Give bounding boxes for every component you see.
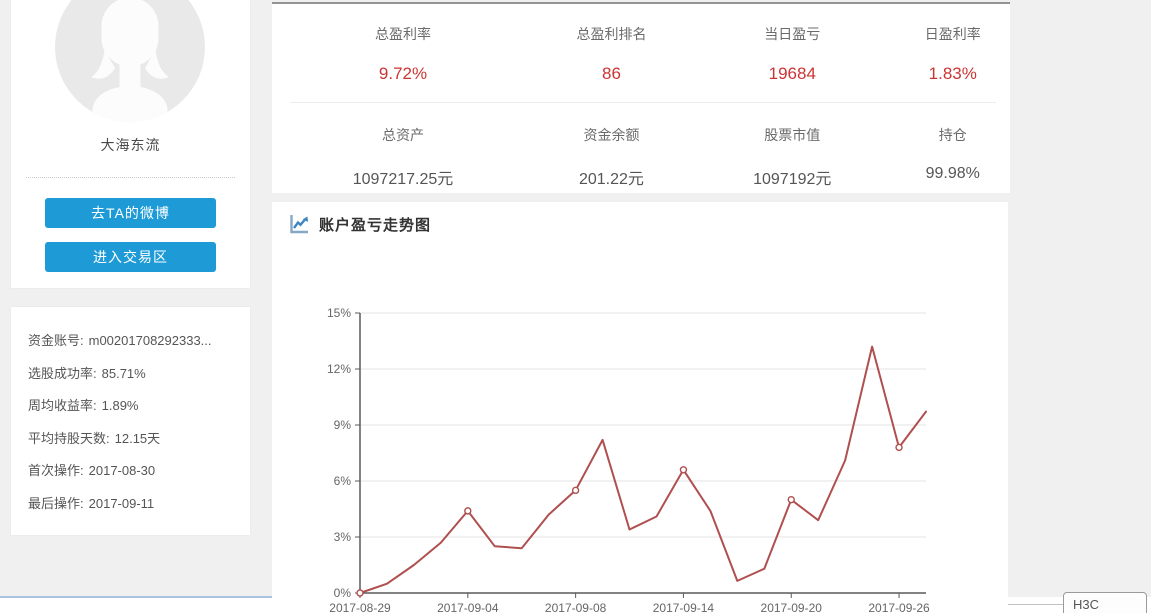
stats-row-bottom: 总资产 1097217.25元 资金余额 201.22元 股票市值 1097192元 持仓 9… [272, 125, 1010, 189]
stats-row-top: 总盈利率 9.72% 总盈利排名 86 当日盈亏 19684 日盈利率 1.83% [272, 24, 1010, 84]
stat-总盈利排名: 总盈利排名 86 [534, 24, 689, 84]
stat-value: 1097192元 [753, 171, 832, 188]
stat-label: 日盈利率 [924, 26, 981, 42]
stat-value: 19684 [768, 64, 816, 83]
bottom-edge-line [0, 596, 371, 598]
profile-card: 大海东流 去TA的微博 进入交易区 [11, 0, 250, 288]
info-row-0: 资金账号: m00201708292333... [28, 325, 250, 358]
profit-trend-panel: 0% 3% 6% 9% 12% 15% 2017-08-29 2017-09-04 2017-0… [272, 202, 1008, 613]
info-row-2: 周均收益率: 1.89% [28, 390, 250, 423]
stat-value: 1097217.25元 [352, 171, 454, 188]
stat-总盈利率: 总盈利率 9.72% [272, 24, 534, 84]
x-tick-label: 2017-09-08 [545, 601, 607, 613]
stat-label: 股票市值 [764, 127, 821, 143]
stat-value: 99.98% [925, 165, 980, 182]
data-point-marker [356, 589, 364, 597]
x-tick-label: 2017-09-04 [437, 601, 499, 613]
data-point-marker [787, 495, 795, 504]
divider [26, 177, 235, 178]
info-value: 12.15天 [114, 430, 161, 446]
stat-label: 总盈利排名 [576, 26, 647, 42]
stats-panel: 总盈利率 9.72% 总盈利排名 86 当日盈亏 19684 日盈利率 1.83% 总资产 10… [272, 2, 1010, 193]
info-label: 资金账号: [28, 333, 84, 348]
account-info-card: 资金账号: m00201708292333... 选股成功率: 85.71% 周均收益率… [11, 307, 250, 535]
stat-持仓: 持仓 99.98% [896, 125, 1010, 189]
info-value: m00201708292333... [88, 333, 212, 348]
x-tick-label: 2017-09-20 [761, 601, 823, 613]
stat-value: 201.22元 [578, 171, 644, 188]
stats-divider [290, 102, 996, 103]
y-tick-label: 3% [334, 530, 352, 544]
data-point-marker [895, 443, 903, 452]
y-tick-label: 12% [327, 362, 351, 376]
overlay-line [1008, 604, 1063, 605]
stat-value: 9.72% [378, 64, 428, 83]
info-value: 2017-08-30 [88, 463, 156, 478]
trend-chart-icon [290, 215, 308, 234]
h3c-overlay: H3C [1063, 592, 1147, 613]
stat-label: 总资产 [381, 127, 424, 143]
info-label: 周均收益率: [28, 398, 97, 413]
profit-trend-chart: 0% 3% 6% 9% 12% 15% 2017-08-29 2017-09-04 2017-0… [272, 202, 1008, 613]
stat-总资产: 总资产 1097217.25元 [272, 125, 534, 189]
enter-trading-zone-button[interactable]: 进入交易区 [45, 242, 216, 272]
username: 大海东流 [100, 137, 161, 153]
info-label: 平均持股天数: [28, 430, 110, 446]
chart-title: 账户盈亏走势图 [319, 216, 432, 234]
info-label: 选股成功率: [28, 365, 97, 381]
data-point-marker [679, 466, 688, 474]
info-label: 最后操作: [28, 495, 84, 511]
stat-label: 资金余额 [583, 127, 640, 143]
y-tick-label: 6% [334, 474, 352, 488]
avatar [55, 0, 205, 122]
x-tick-label: 2017-09-26 [868, 601, 930, 613]
stat-label: 总盈利率 [374, 26, 431, 42]
stat-日盈利率: 日盈利率 1.83% [896, 24, 1010, 84]
y-tick-label: 15% [327, 306, 351, 320]
info-row-3: 平均持股天数: 12.15天 [28, 423, 250, 456]
stat-value: 1.83% [928, 64, 977, 83]
data-point-marker [571, 486, 580, 495]
data-point-marker [464, 507, 472, 515]
info-value: 85.71% [101, 365, 146, 381]
profit-line [359, 345, 927, 594]
info-row-1: 选股成功率: 85.71% [28, 358, 250, 391]
line-chart-svg: 0% 3% 6% 9% 12% 15% 2017-08-29 2017-09-04 2017-0… [327, 306, 930, 613]
stat-value: 86 [602, 64, 621, 83]
stat-label: 持仓 [938, 127, 967, 143]
stat-当日盈亏: 当日盈亏 19684 [689, 24, 896, 84]
y-tick-label: 9% [334, 418, 352, 432]
info-label: 首次操作: [28, 463, 84, 478]
x-tick-label: 2017-09-14 [653, 601, 715, 613]
y-tick-label: 0% [334, 586, 352, 600]
x-tick-label: 2017-08-29 [329, 601, 391, 613]
info-row-5: 最后操作: 2017-09-11 [28, 488, 250, 521]
stat-资金余额: 资金余额 201.22元 [534, 125, 689, 189]
stat-股票市值: 股票市值 1097192元 [689, 125, 896, 189]
stat-label: 当日盈亏 [764, 26, 821, 42]
chart-header: 账户盈亏走势图 [287, 212, 431, 236]
info-row-4: 首次操作: 2017-08-30 [28, 455, 250, 488]
info-value: 2017-09-11 [88, 495, 155, 511]
info-value: 1.89% [101, 398, 139, 413]
goto-weibo-button[interactable]: 去TA的微博 [45, 198, 216, 228]
